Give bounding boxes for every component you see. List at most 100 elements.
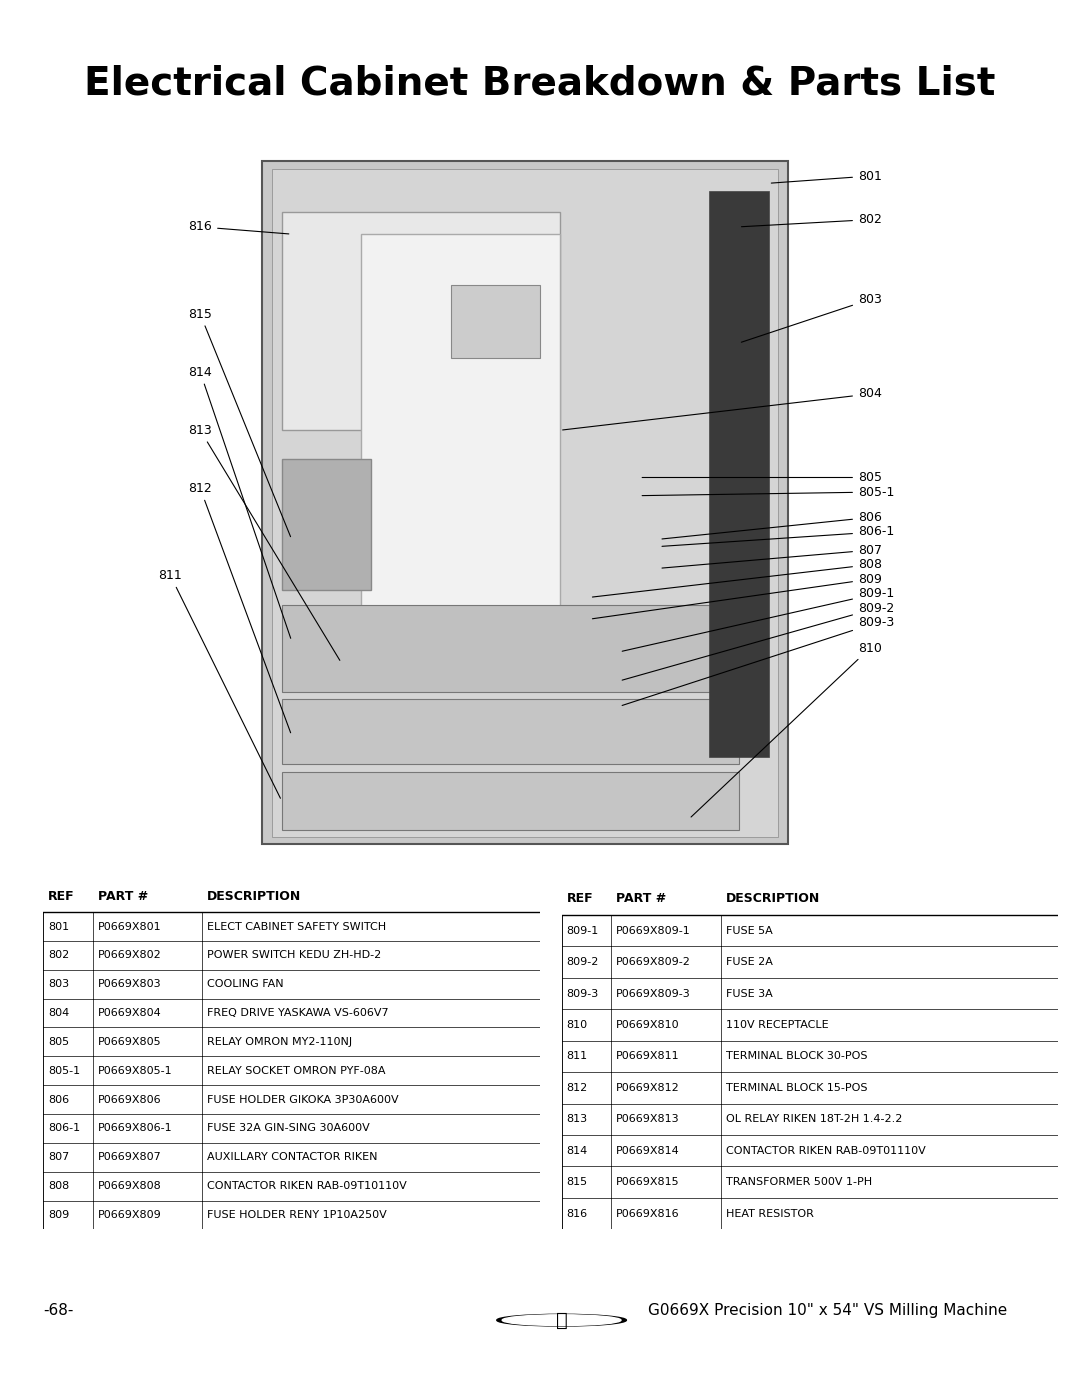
FancyBboxPatch shape [361, 235, 559, 612]
Text: FUSE 2A: FUSE 2A [726, 957, 772, 967]
Text: 816: 816 [188, 221, 288, 233]
Text: 809-3: 809-3 [622, 616, 894, 705]
Text: P0669X816: P0669X816 [617, 1208, 680, 1218]
Text: 809-2: 809-2 [622, 602, 894, 680]
Text: PART #: PART # [617, 891, 666, 905]
Text: 802: 802 [742, 214, 882, 226]
Text: 808: 808 [593, 559, 882, 597]
FancyBboxPatch shape [450, 285, 540, 358]
Text: FUSE 32A GIN-SING 30A600V: FUSE 32A GIN-SING 30A600V [207, 1123, 369, 1133]
Text: 806-1: 806-1 [662, 525, 894, 546]
Text: P0669X803: P0669X803 [98, 979, 162, 989]
Text: 813: 813 [188, 423, 340, 661]
Text: 811: 811 [567, 1052, 588, 1062]
Text: 805: 805 [643, 471, 882, 483]
Text: TERMINAL BLOCK 30-POS: TERMINAL BLOCK 30-POS [726, 1052, 867, 1062]
Text: 802: 802 [49, 950, 69, 960]
Text: 807: 807 [49, 1153, 69, 1162]
FancyBboxPatch shape [282, 212, 559, 430]
Text: 816: 816 [567, 1208, 588, 1218]
Text: P0669X815: P0669X815 [617, 1178, 680, 1187]
FancyBboxPatch shape [272, 169, 779, 837]
Text: CONTACTOR RIKEN RAB-09T10110V: CONTACTOR RIKEN RAB-09T10110V [207, 1180, 407, 1192]
Text: 809-1: 809-1 [567, 926, 598, 936]
FancyBboxPatch shape [282, 698, 739, 764]
Text: 🐻: 🐻 [556, 1310, 567, 1330]
Text: P0669X809-1: P0669X809-1 [617, 926, 691, 936]
Text: CONTACTOR RIKEN RAB-09T01110V: CONTACTOR RIKEN RAB-09T01110V [726, 1146, 926, 1155]
Text: P0669X801: P0669X801 [98, 922, 162, 932]
Circle shape [497, 1315, 626, 1326]
Text: DESCRIPTION: DESCRIPTION [726, 891, 820, 905]
Text: 811: 811 [159, 569, 281, 798]
Text: 110V RECEPTACLE: 110V RECEPTACLE [726, 1020, 828, 1030]
Text: REF: REF [49, 890, 75, 902]
FancyBboxPatch shape [282, 771, 739, 830]
Text: P0669X813: P0669X813 [617, 1115, 680, 1125]
Text: P0669X812: P0669X812 [617, 1083, 680, 1092]
Text: 815: 815 [188, 307, 291, 536]
FancyBboxPatch shape [282, 605, 739, 692]
Text: 805-1: 805-1 [643, 486, 894, 499]
FancyBboxPatch shape [261, 162, 788, 844]
Text: 814: 814 [188, 366, 291, 638]
Text: 801: 801 [49, 922, 69, 932]
Text: 812: 812 [188, 482, 291, 733]
Text: COOLING FAN: COOLING FAN [207, 979, 284, 989]
Text: 805-1: 805-1 [49, 1066, 80, 1076]
Text: TRANSFORMER 500V 1-PH: TRANSFORMER 500V 1-PH [726, 1178, 872, 1187]
Text: FREQ DRIVE YASKAWA VS-606V7: FREQ DRIVE YASKAWA VS-606V7 [207, 1009, 389, 1018]
Text: RELAY OMRON MY2-110NJ: RELAY OMRON MY2-110NJ [207, 1037, 352, 1046]
Text: P0669X806: P0669X806 [98, 1095, 162, 1105]
Text: 806: 806 [49, 1095, 69, 1105]
Text: P0669X809-2: P0669X809-2 [617, 957, 691, 967]
Text: P0669X805-1: P0669X805-1 [98, 1066, 173, 1076]
Text: P0669X806-1: P0669X806-1 [98, 1123, 173, 1133]
Text: 804: 804 [563, 387, 882, 430]
Text: P0669X804: P0669X804 [98, 1009, 162, 1018]
Text: 809-3: 809-3 [567, 989, 598, 999]
Text: P0669X811: P0669X811 [617, 1052, 680, 1062]
Text: P0669X805: P0669X805 [98, 1037, 162, 1046]
Text: P0669X809: P0669X809 [98, 1210, 162, 1220]
FancyBboxPatch shape [708, 190, 769, 757]
Text: -68-: -68- [43, 1303, 73, 1317]
Text: 809-2: 809-2 [567, 957, 599, 967]
Text: 809-1: 809-1 [622, 587, 894, 651]
Text: 803: 803 [741, 293, 882, 342]
Text: P0669X814: P0669X814 [617, 1146, 680, 1155]
Text: 809: 809 [49, 1210, 69, 1220]
Text: Electrical Cabinet Breakdown & Parts List: Electrical Cabinet Breakdown & Parts Lis… [84, 64, 996, 103]
Text: 807: 807 [662, 543, 882, 569]
Text: FUSE HOLDER GIKOKA 3P30A600V: FUSE HOLDER GIKOKA 3P30A600V [207, 1095, 399, 1105]
Text: DESCRIPTION: DESCRIPTION [207, 890, 301, 902]
Text: 812: 812 [567, 1083, 588, 1092]
Text: HEAT RESISTOR: HEAT RESISTOR [726, 1208, 813, 1218]
FancyBboxPatch shape [282, 460, 372, 590]
Text: ELECT CABINET SAFETY SWITCH: ELECT CABINET SAFETY SWITCH [207, 922, 387, 932]
Text: PART #: PART # [98, 890, 148, 902]
Text: 813: 813 [567, 1115, 588, 1125]
Text: 809: 809 [593, 573, 882, 619]
Text: 810: 810 [567, 1020, 588, 1030]
Text: FUSE 5A: FUSE 5A [726, 926, 772, 936]
Text: 808: 808 [49, 1180, 69, 1192]
Text: AUXILLARY CONTACTOR RIKEN: AUXILLARY CONTACTOR RIKEN [207, 1153, 378, 1162]
Text: 801: 801 [771, 169, 882, 183]
Text: P0669X810: P0669X810 [617, 1020, 680, 1030]
Text: 803: 803 [49, 979, 69, 989]
Text: FUSE 3A: FUSE 3A [726, 989, 772, 999]
Text: TERMINAL BLOCK 15-POS: TERMINAL BLOCK 15-POS [726, 1083, 867, 1092]
Text: FUSE HOLDER RENY 1P10A250V: FUSE HOLDER RENY 1P10A250V [207, 1210, 387, 1220]
Text: 804: 804 [49, 1009, 69, 1018]
Text: 815: 815 [567, 1178, 588, 1187]
Text: POWER SWITCH KEDU ZH-HD-2: POWER SWITCH KEDU ZH-HD-2 [207, 950, 381, 960]
Text: P0669X807: P0669X807 [98, 1153, 162, 1162]
Text: OL RELAY RIKEN 18T-2H 1.4-2.2: OL RELAY RIKEN 18T-2H 1.4-2.2 [726, 1115, 902, 1125]
Text: 810: 810 [691, 641, 882, 817]
Circle shape [502, 1315, 621, 1326]
Text: REF: REF [567, 891, 593, 905]
Text: 806: 806 [662, 511, 882, 539]
Text: 806-1: 806-1 [49, 1123, 80, 1133]
Text: RELAY SOCKET OMRON PYF-08A: RELAY SOCKET OMRON PYF-08A [207, 1066, 386, 1076]
